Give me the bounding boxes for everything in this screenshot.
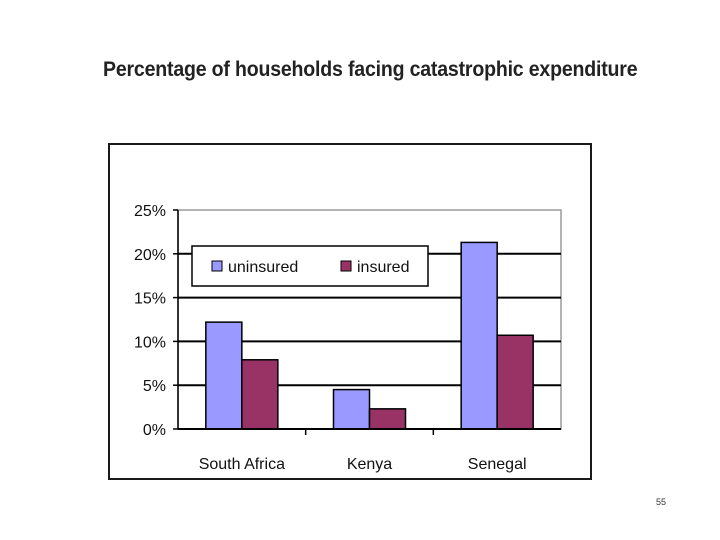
bar-uninsured — [334, 390, 370, 429]
y-tick-label: 25% — [134, 203, 166, 220]
y-tick-label: 10% — [134, 334, 166, 351]
y-tick-label: 15% — [134, 291, 166, 308]
y-tick-label: 5% — [143, 378, 166, 395]
bar-uninsured — [206, 322, 242, 429]
legend-label-insured: insured — [357, 259, 409, 276]
legend-swatch-insured — [341, 261, 351, 271]
x-category-label: Senegal — [468, 456, 527, 473]
x-category-label: South Africa — [199, 456, 285, 473]
legend-swatch-uninsured — [212, 261, 222, 271]
y-axis-ticks: 0% 5% 10% 15% 20% 25% — [134, 203, 166, 439]
bar-insured — [242, 360, 278, 429]
x-category-label: Kenya — [347, 456, 392, 473]
y-tick-label: 20% — [134, 247, 166, 264]
legend: uninsured insured — [192, 246, 428, 286]
bar-insured — [497, 335, 533, 429]
legend-label-uninsured: uninsured — [228, 259, 298, 276]
bar-uninsured — [461, 242, 497, 429]
page-number: 55 — [656, 497, 666, 507]
bar-insured — [370, 409, 406, 429]
bar-chart: 0% 5% 10% 15% 20% 25% South Africa Kenya Senega… — [0, 0, 720, 540]
y-tick-label: 0% — [143, 422, 166, 439]
x-axis-categories: South Africa Kenya Senegal — [199, 456, 527, 473]
